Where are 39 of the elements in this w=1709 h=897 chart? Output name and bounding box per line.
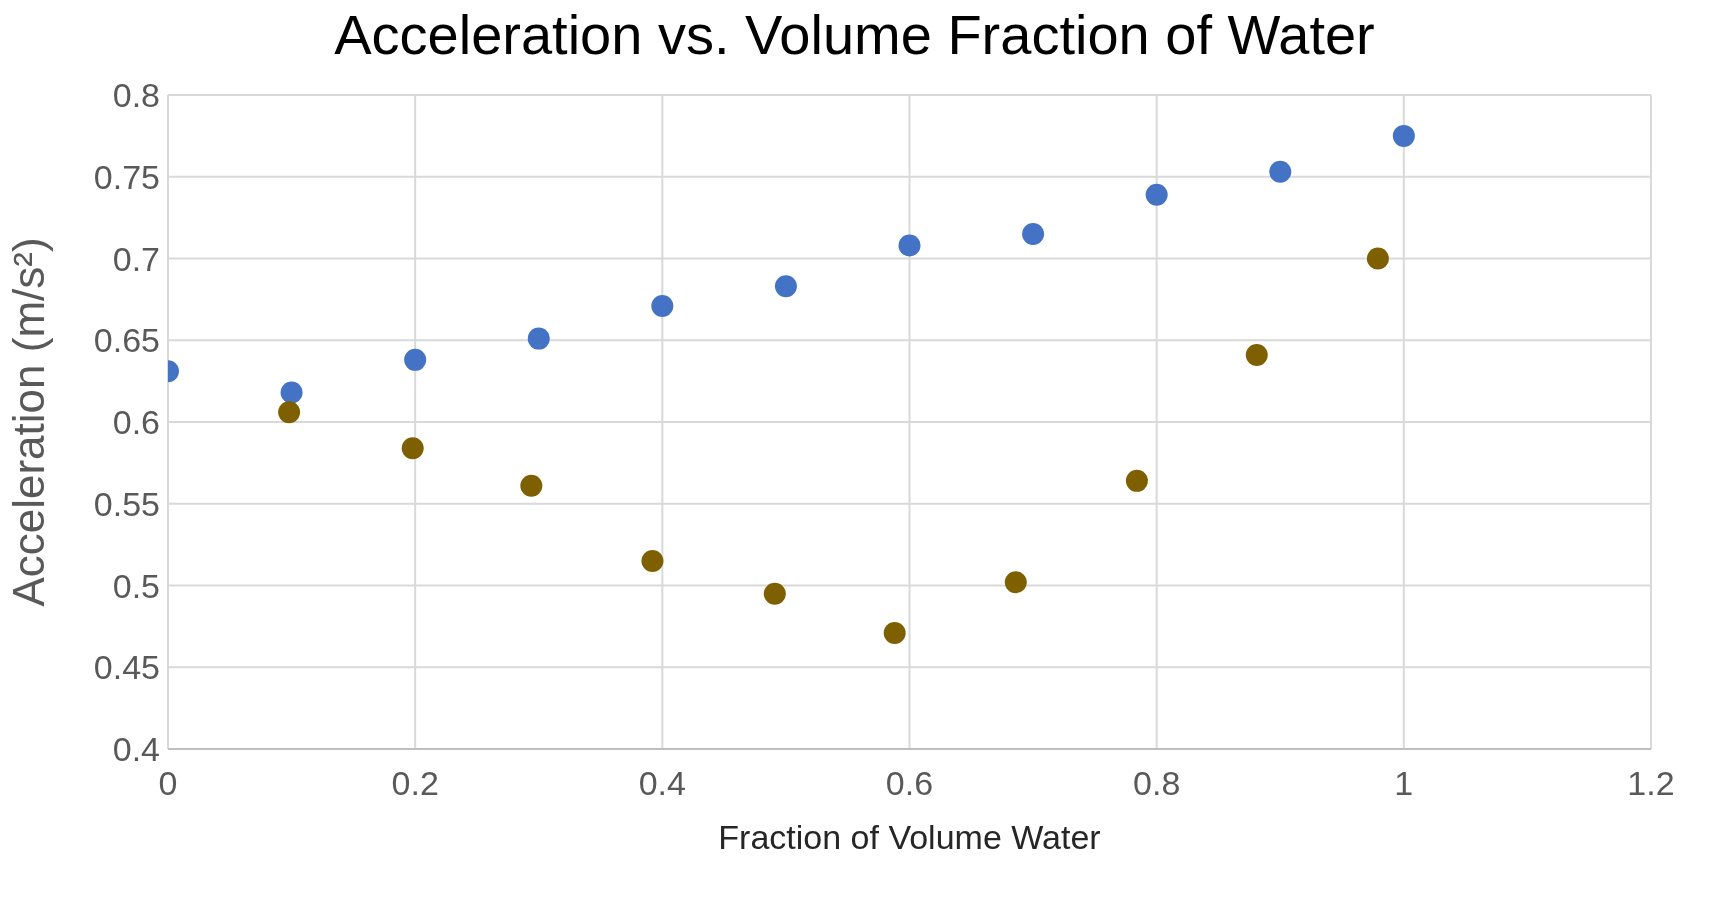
x-tick-label: 0	[158, 764, 178, 803]
point	[520, 474, 543, 497]
point	[1245, 343, 1268, 366]
y-tick-label: 0.75	[93, 157, 160, 196]
y-tick-label: 0.65	[93, 321, 160, 360]
point	[883, 621, 906, 644]
x-tick-label: 0.2	[391, 764, 439, 803]
point	[1145, 183, 1168, 206]
point	[278, 401, 301, 424]
point	[527, 327, 550, 350]
point	[1004, 571, 1027, 594]
point	[280, 381, 303, 404]
y-axis-title: Acceleration (m/s²)	[3, 237, 53, 607]
y-tick-label: 0.6	[112, 403, 160, 442]
y-tick-label: 0.7	[112, 239, 160, 278]
point	[404, 348, 427, 371]
x-tick-label: 1	[1394, 764, 1414, 803]
x-tick-label: 0.6	[885, 764, 934, 803]
y-tick-label: 0.8	[112, 76, 160, 115]
y-tick-label: 0.55	[93, 484, 160, 523]
point	[401, 437, 424, 460]
point	[763, 582, 786, 605]
x-axis-title: Fraction of Volume Water	[718, 818, 1101, 856]
x-tick-label: 0.8	[1133, 764, 1181, 803]
point	[651, 294, 674, 317]
point	[898, 234, 921, 257]
point	[1022, 222, 1045, 245]
chart-title: Acceleration vs. Volume Fraction of Water	[333, 2, 1376, 67]
point	[641, 549, 664, 572]
y-tick-label: 0.45	[93, 648, 160, 687]
point	[1392, 124, 1415, 147]
x-tick-label: 0.4	[638, 764, 686, 803]
y-tick-label: 0.5	[112, 566, 160, 605]
point	[1269, 160, 1292, 183]
y-tick-label: 0.4	[112, 730, 160, 769]
point	[774, 275, 797, 298]
point	[1125, 469, 1148, 492]
point	[1366, 247, 1389, 270]
x-tick-label: 1.2	[1627, 764, 1675, 803]
